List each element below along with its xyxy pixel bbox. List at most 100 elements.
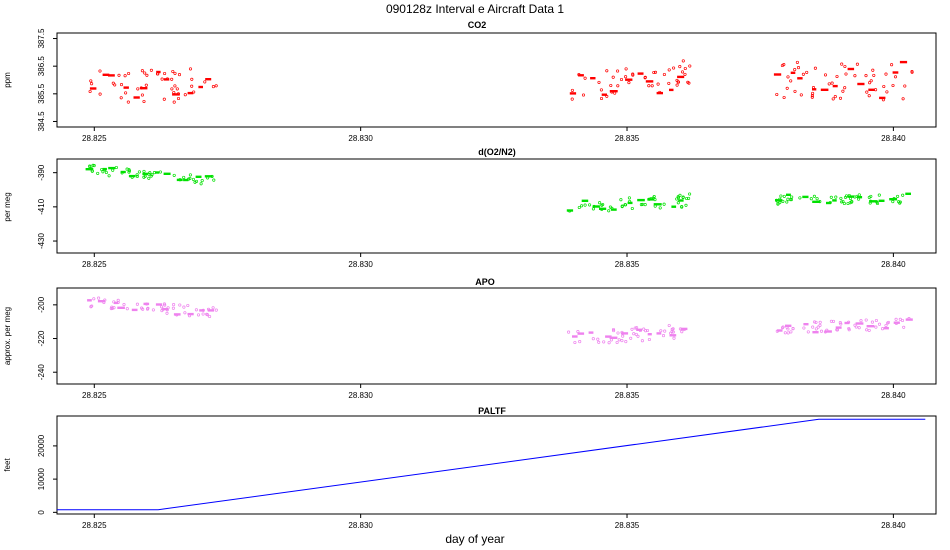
data-point	[621, 334, 625, 338]
data-mark	[669, 334, 677, 337]
data-point	[187, 177, 191, 181]
axes-co2: 28.825 28.830 28.835 28.840 384.5 385.5 386.5 3…	[37, 28, 906, 143]
data-mark	[803, 323, 809, 326]
data-point	[833, 95, 837, 99]
data-point	[680, 330, 684, 334]
data-point	[597, 80, 601, 84]
data-mark	[879, 96, 886, 100]
data-point	[199, 182, 203, 186]
data-point	[100, 167, 104, 172]
data-point	[799, 93, 803, 97]
data-point	[147, 172, 151, 176]
data-point	[591, 207, 595, 211]
data-mark	[671, 205, 677, 208]
data-point	[857, 326, 861, 330]
data-mark	[847, 67, 855, 71]
data-point	[149, 68, 153, 72]
data-mark	[172, 93, 180, 96]
data-point	[616, 331, 620, 335]
data-point	[790, 195, 794, 199]
data-point	[838, 321, 842, 325]
data-point	[880, 327, 885, 331]
y-tick-label-paltf: 20000	[37, 434, 46, 457]
data-point	[811, 325, 815, 329]
data-mark	[653, 203, 662, 206]
data-point	[211, 306, 215, 310]
data-point	[89, 305, 93, 309]
data-point	[683, 72, 687, 76]
data-point	[882, 84, 886, 89]
data-point	[629, 336, 633, 340]
data-mark	[89, 87, 97, 90]
data-point	[144, 83, 148, 87]
data-point	[663, 329, 667, 333]
data-point	[885, 90, 889, 94]
data-mark	[812, 200, 821, 203]
data-point	[140, 69, 144, 73]
data-point	[632, 332, 636, 336]
data-point	[886, 321, 890, 325]
data-point	[107, 174, 111, 178]
data-mark	[656, 91, 663, 95]
data-point	[676, 201, 680, 205]
data-point	[172, 303, 176, 307]
data-point	[620, 339, 624, 343]
data-point	[597, 340, 601, 344]
data-point	[831, 319, 836, 323]
data-point	[211, 85, 215, 89]
data-points-do2n2	[85, 163, 911, 213]
data-point	[145, 73, 149, 77]
data-point	[843, 86, 847, 90]
data-point	[607, 341, 611, 345]
data-point	[796, 66, 801, 70]
data-mark	[605, 335, 612, 338]
data-point	[151, 308, 155, 312]
data-point	[188, 67, 193, 71]
data-point	[841, 89, 845, 93]
data-point	[97, 296, 101, 300]
data-point	[662, 202, 666, 206]
data-point	[162, 302, 166, 306]
data-mark	[832, 199, 837, 202]
data-point	[147, 176, 151, 180]
data-point	[785, 86, 789, 90]
data-point	[187, 314, 192, 318]
data-mark	[812, 331, 819, 334]
data-point	[901, 193, 905, 197]
data-point	[117, 73, 121, 77]
data-point	[101, 170, 105, 174]
data-mark	[572, 335, 578, 338]
data-point	[583, 203, 587, 207]
data-point	[110, 306, 114, 310]
x-tick-label-do2n2: 28.840	[881, 260, 906, 269]
data-point	[136, 87, 140, 91]
data-point	[780, 326, 785, 330]
data-point	[828, 200, 832, 205]
data-mark	[156, 70, 161, 74]
data-point	[126, 100, 130, 104]
data-point	[173, 71, 177, 75]
data-mark	[857, 196, 863, 199]
data-point	[206, 307, 211, 311]
data-point	[583, 76, 587, 80]
data-point	[150, 173, 154, 177]
data-point	[682, 327, 686, 332]
data-point	[884, 323, 888, 328]
data-point	[88, 164, 92, 168]
data-point	[786, 197, 790, 201]
data-point	[611, 75, 615, 79]
data-point	[676, 196, 681, 200]
panel-title-co2: CO2	[468, 20, 487, 30]
data-point	[166, 306, 170, 310]
data-point	[135, 173, 139, 177]
x-tick-label-co2: 28.835	[615, 134, 640, 143]
data-point	[630, 206, 634, 211]
data-mark	[102, 167, 107, 171]
panel-paltf: PALTF feet 28.825 28.830 28.835 28.840 0 1000…	[3, 406, 937, 530]
data-point	[613, 91, 617, 95]
data-point	[871, 68, 875, 72]
data-point	[212, 178, 216, 182]
data-point	[806, 330, 810, 334]
data-point	[92, 297, 96, 301]
data-point	[591, 337, 595, 341]
